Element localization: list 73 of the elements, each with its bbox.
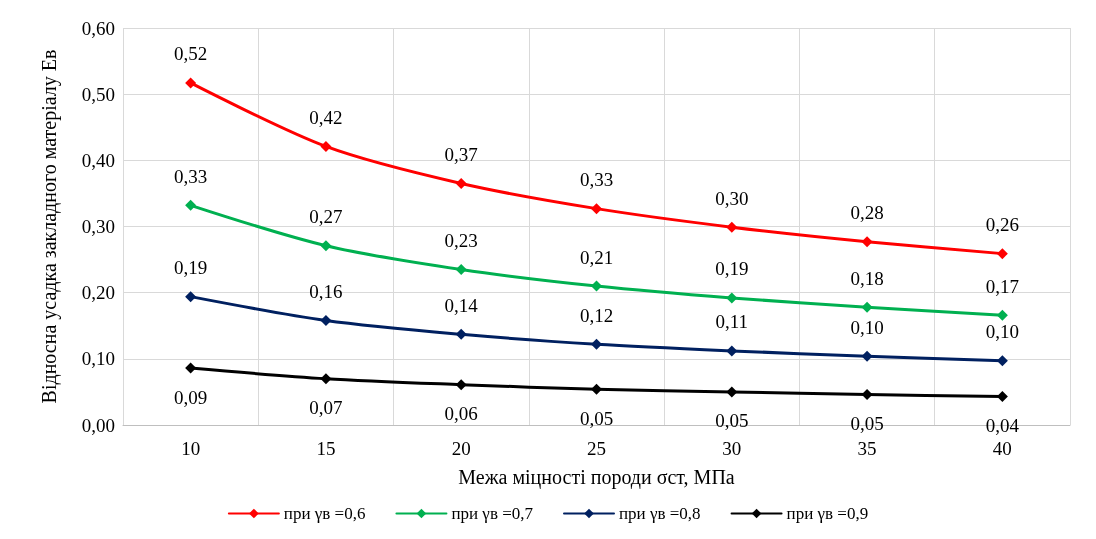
- point: [185, 291, 197, 303]
- data-label: 0,10: [850, 316, 884, 338]
- x-tick-label: 40: [992, 438, 1012, 459]
- x-tick-label: 10: [181, 438, 201, 459]
- data-label: 0,06: [444, 403, 478, 425]
- point: [591, 203, 602, 215]
- data-label: 0,42: [309, 106, 343, 128]
- y-tick-label: 0,20: [81, 282, 115, 304]
- data-label: 0,18: [850, 267, 884, 289]
- y-axis-title: Відносна усадка закладного матеріалу Ев: [38, 49, 61, 404]
- data-label: 0,19: [715, 258, 749, 280]
- legend-label: при γв =0,6: [283, 504, 366, 523]
- data-label: 0,09: [174, 386, 208, 408]
- point: [996, 309, 1008, 321]
- data-label: 0,27: [309, 206, 343, 228]
- data-label: 0,04: [985, 415, 1020, 437]
- x-tick-label: 25: [587, 438, 606, 459]
- point: [591, 338, 602, 350]
- data-label: 0,28: [850, 202, 884, 224]
- x-tick-label: 15: [316, 438, 336, 459]
- point: [861, 236, 873, 248]
- point: [320, 314, 332, 326]
- point: [185, 77, 197, 89]
- x-axis-title: Межа міцності породи σст, МПа: [458, 466, 735, 489]
- point: [996, 248, 1008, 260]
- data-label: 0,11: [715, 311, 749, 333]
- point: [726, 386, 738, 398]
- point: [455, 328, 467, 340]
- y-tick-label: 0,00: [81, 414, 115, 436]
- point: [455, 177, 467, 189]
- y-tick-label: 0,30: [81, 216, 115, 237]
- data-label: 0,17: [985, 275, 1019, 297]
- point: [320, 140, 332, 152]
- point: [726, 345, 738, 357]
- data-label: 0,12: [579, 304, 614, 326]
- data-label: 0,16: [309, 280, 343, 302]
- y-tick-label: 0,10: [81, 348, 115, 370]
- data-label: 0,33: [579, 169, 614, 191]
- data-label: 0,05: [579, 407, 614, 429]
- x-tick-label: 35: [857, 438, 877, 459]
- legend-label: при γв =0,9: [786, 504, 869, 523]
- data-label: 0,19: [174, 257, 208, 279]
- point: [455, 379, 467, 391]
- data-label: 0,52: [174, 43, 208, 65]
- data-label: 0,07: [309, 397, 343, 419]
- data-label: 0,05: [715, 410, 749, 432]
- data-label: 0,23: [444, 230, 478, 252]
- x-tick-label: 20: [451, 438, 471, 459]
- data-label: 0,05: [850, 413, 884, 435]
- y-tick-label: 0,60: [81, 17, 115, 39]
- data-label: 0,26: [985, 214, 1019, 236]
- x-tick-label: 30: [722, 438, 742, 459]
- point: [591, 383, 602, 395]
- point: [726, 221, 738, 233]
- point: [185, 199, 197, 211]
- legend-label: при γв =0,7: [451, 504, 534, 523]
- point: [591, 280, 602, 292]
- point: [320, 373, 332, 385]
- data-label: 0,14: [444, 294, 479, 316]
- legend-label: при γв =0,8: [619, 504, 701, 523]
- data-label: 0,33: [174, 165, 208, 187]
- data-label: 0,10: [985, 321, 1019, 343]
- y-tick-label: 0,40: [81, 149, 115, 171]
- point: [861, 389, 873, 401]
- y-tick-label: 0,50: [81, 83, 115, 105]
- data-label: 0,21: [579, 246, 614, 268]
- point: [726, 292, 738, 304]
- point: [861, 350, 873, 362]
- data-label: 0,37: [444, 143, 478, 165]
- point: [320, 240, 332, 252]
- data-label: 0,30: [715, 187, 749, 209]
- point: [455, 264, 467, 276]
- point: [861, 301, 873, 313]
